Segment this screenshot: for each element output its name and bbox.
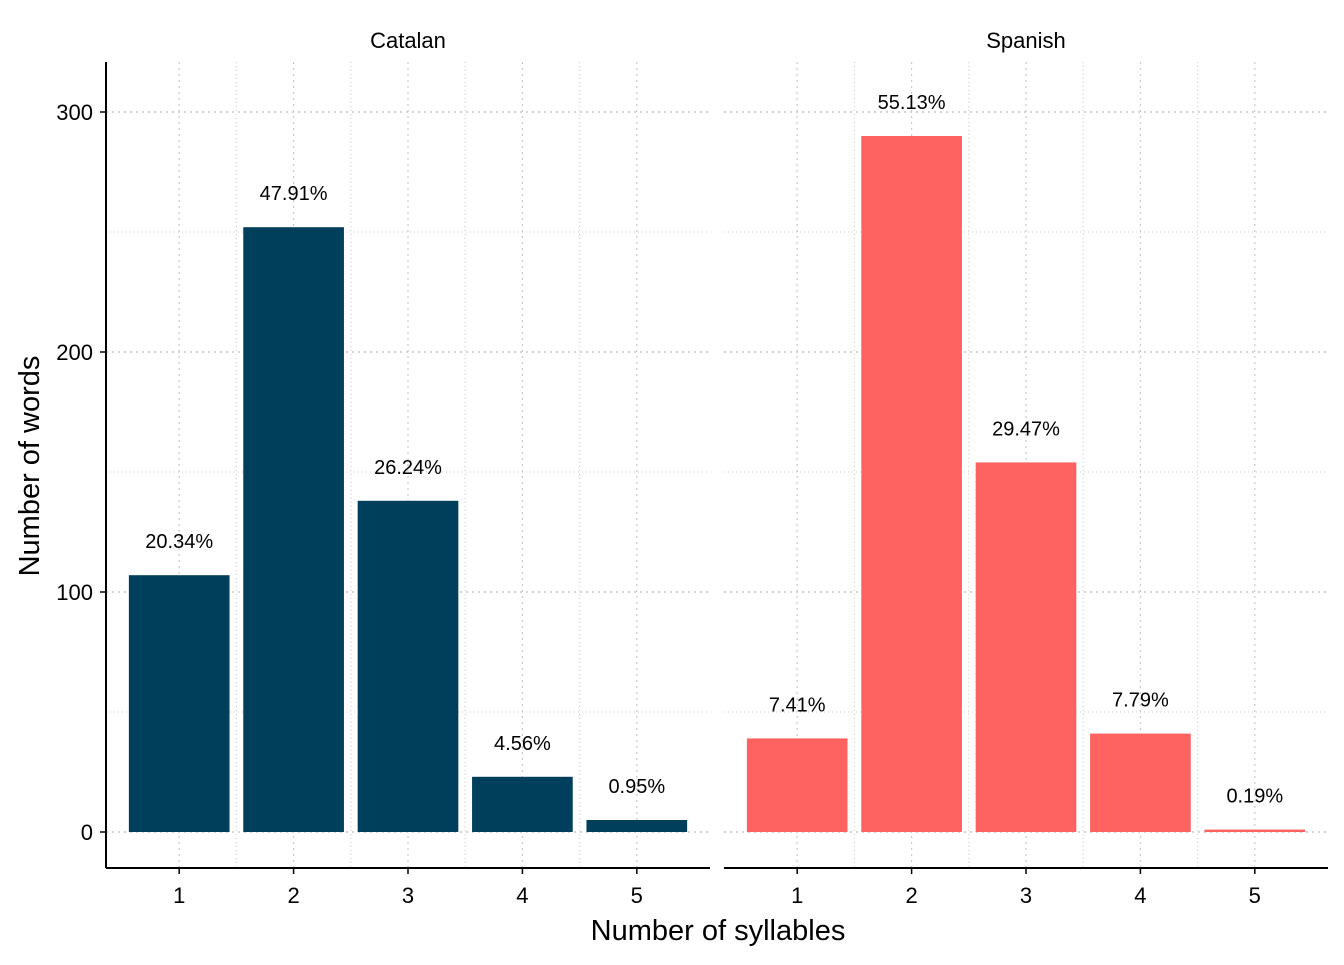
panel-spanish: 7.41% 1 55.13% 2 29.47% 3 7.79% 4 0.19% 5 Spanish — [724, 28, 1328, 908]
bar-catalan-1 — [128, 575, 230, 832]
x-axis-title: Number of syllables — [591, 915, 846, 947]
y-tick-label: 100 — [56, 580, 93, 605]
y-tick-label: 200 — [56, 340, 93, 365]
bar-spanish-4 — [1090, 733, 1191, 832]
data-label: 0.95% — [608, 776, 665, 798]
data-label: 7.41% — [769, 694, 826, 716]
y-tick-label: 0 — [81, 820, 93, 845]
data-label: 0.19% — [1226, 786, 1283, 808]
bar-spanish-1 — [746, 738, 848, 832]
data-label: 29.47% — [992, 418, 1060, 440]
x-tick-label: 3 — [402, 883, 414, 908]
x-tick-label: 2 — [287, 883, 299, 908]
bar-catalan-4 — [472, 776, 573, 832]
x-tick-label: 1 — [791, 883, 803, 908]
data-label: 4.56% — [494, 733, 551, 755]
panel-catalan: 20.34% 1 47.91% 2 26.24% 3 4.56% 4 0.95% 5 Catalan… — [56, 28, 710, 908]
x-tick-label: 1 — [173, 883, 185, 908]
data-label: 20.34% — [145, 531, 213, 553]
data-label: 7.79% — [1112, 690, 1169, 712]
data-label: 26.24% — [374, 457, 442, 479]
bar-catalan-2 — [243, 227, 344, 832]
bar-spanish-2 — [861, 136, 962, 832]
x-tick-label: 5 — [1249, 883, 1261, 908]
bar-spanish-5 — [1204, 829, 1306, 832]
bar-catalan-5 — [586, 820, 688, 832]
x-tick-label: 4 — [1134, 883, 1146, 908]
data-label: 47.91% — [260, 183, 328, 205]
y-tick-label: 300 — [56, 100, 93, 125]
x-tick-label: 2 — [905, 883, 917, 908]
x-tick-label: 3 — [1020, 883, 1032, 908]
x-tick-label: 5 — [631, 883, 643, 908]
panel-title: Catalan — [370, 28, 446, 53]
data-label: 55.13% — [878, 92, 946, 114]
x-tick-label: 4 — [516, 883, 528, 908]
panel-title: Spanish — [986, 28, 1066, 53]
bar-catalan-3 — [357, 500, 459, 832]
y-axis-title: Number of words — [14, 356, 46, 577]
bar-spanish-3 — [975, 462, 1077, 832]
